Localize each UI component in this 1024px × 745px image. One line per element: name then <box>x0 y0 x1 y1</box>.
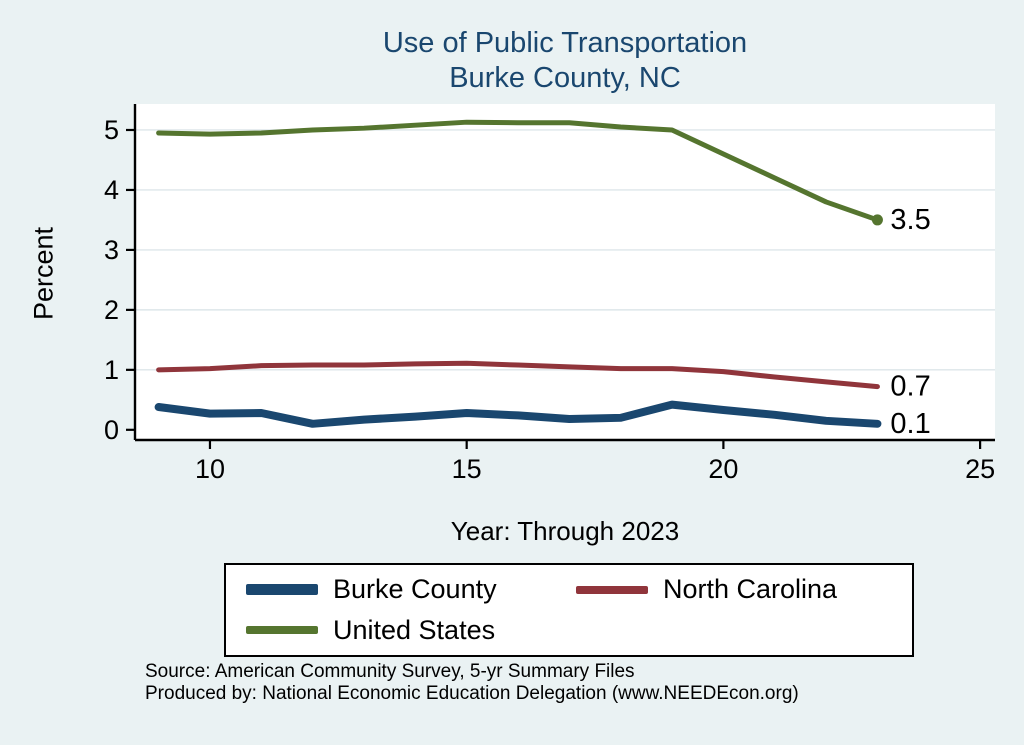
produced-by-line: Produced by: National Economic Education… <box>145 683 799 704</box>
chart-plot: 0 1 2 3 4 5 10 15 20 25 0.1 0.7 3.5 <box>104 104 995 484</box>
chart-title-line1: Use of Public Transportation <box>382 27 748 59</box>
y-tick-label: 2 <box>104 295 119 325</box>
plot-area <box>135 104 995 440</box>
chart-title-line2: Burke County, NC <box>449 61 681 94</box>
legend-swatch-burke-county <box>246 584 318 596</box>
series-line-united-states <box>156 119 880 223</box>
x-tick-label: 20 <box>708 454 738 484</box>
legend-row-2: United States <box>246 615 912 646</box>
legend-label-united-states: United States <box>333 614 496 645</box>
series-end-dot-united-states <box>871 214 883 226</box>
legend-swatch-united-states <box>246 626 318 635</box>
x-axis-title: Year: Through 2023 <box>450 516 680 546</box>
legend-item-burke-county: Burke County <box>246 574 576 605</box>
x-tick-label: 25 <box>965 454 995 484</box>
chart-title: Use of Public Transportation Burke Count… <box>135 26 995 96</box>
legend-label-north-carolina: North Carolina <box>663 574 838 605</box>
series-end-label-north-carolina: 0.7 <box>890 371 930 403</box>
y-axis-title: Percent <box>28 226 59 321</box>
legend-swatch-north-carolina <box>576 585 648 594</box>
legend: Burke County North Carolina United State… <box>224 563 914 657</box>
legend-label-burke-county: Burke County <box>333 574 497 605</box>
legend-item-united-states: United States <box>246 615 576 646</box>
source-note: Source: American Community Survey, 5-yr … <box>145 661 799 705</box>
legend-item-north-carolina: North Carolina <box>576 574 912 605</box>
y-tick-label: 4 <box>104 175 119 205</box>
y-tick-label: 1 <box>104 355 119 385</box>
series-line-burke-county <box>154 400 882 428</box>
y-tick-label: 5 <box>104 115 119 145</box>
y-tick-label: 0 <box>104 415 119 445</box>
x-tick-label: 15 <box>452 454 482 484</box>
legend-row-1: Burke County North Carolina <box>246 574 912 605</box>
x-tick-label: 10 <box>195 454 225 484</box>
source-line: Source: American Community Survey, 5-yr … <box>145 661 635 682</box>
series-end-label-united-states: 3.5 <box>890 204 930 236</box>
y-tick-label: 3 <box>104 235 119 265</box>
series-line-north-carolina <box>156 360 880 390</box>
series-end-label-burke-county: 0.1 <box>890 408 930 440</box>
